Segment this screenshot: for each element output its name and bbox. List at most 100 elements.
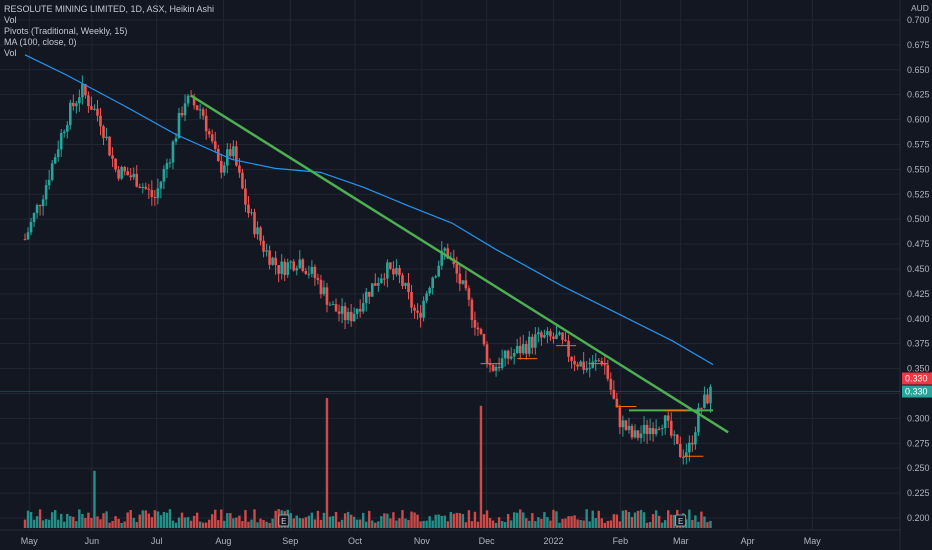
x-tick-label: May (804, 536, 822, 546)
last-price-badge (902, 372, 932, 385)
volume-bar (111, 520, 114, 528)
volume-bar (694, 515, 697, 528)
volume-bar (226, 513, 229, 528)
volume-bar (603, 522, 606, 528)
candle-body (274, 257, 277, 266)
candle-body (706, 394, 709, 404)
candle-body (691, 442, 694, 445)
volume-bar (555, 511, 558, 528)
volume-bar (494, 522, 498, 528)
volume-bar (247, 521, 250, 528)
volume-bar (543, 512, 546, 528)
x-tick-label: Nov (414, 536, 431, 546)
volume-bar (358, 519, 362, 528)
candle-body (512, 353, 516, 357)
volume-bar (26, 510, 30, 528)
volume-bar (410, 511, 413, 528)
volume-bar (404, 518, 407, 528)
candle-body (473, 320, 477, 328)
volume-bar (192, 515, 196, 528)
candle-body (159, 181, 163, 189)
volume-bar (105, 511, 108, 528)
candle-body (334, 304, 338, 312)
candle-body (549, 331, 552, 337)
candle-body (108, 136, 111, 156)
candle-body (488, 363, 492, 365)
volume-bar (223, 520, 226, 528)
volume-bar (78, 509, 81, 528)
volume-bar (416, 514, 419, 528)
candle-body (467, 288, 471, 300)
x-tick-label: Apr (741, 536, 755, 546)
candle-body (609, 378, 613, 390)
volume-bar (688, 509, 691, 528)
candle-body (144, 186, 148, 189)
candle-body (213, 141, 217, 149)
y-tick-label: 0.650 (907, 65, 930, 75)
x-tick-label: Jul (151, 536, 163, 546)
volume-bar (69, 516, 72, 528)
x-tick-label: Dec (479, 536, 496, 546)
candle-body (591, 361, 595, 368)
candle-body (120, 166, 123, 179)
candle-body (470, 299, 474, 321)
volume-bar (171, 520, 175, 528)
volume-bar (322, 512, 326, 528)
candle-body (398, 267, 401, 276)
volume-bar (522, 512, 525, 528)
candle-body (685, 452, 688, 457)
candle-body (262, 240, 265, 252)
candle-body (612, 389, 616, 399)
candle-body (177, 112, 181, 139)
candle-body (23, 239, 27, 241)
volume-bar (425, 520, 428, 528)
volume-bar (201, 522, 205, 528)
volume-bar (380, 516, 383, 528)
candle-body (455, 264, 459, 274)
candle-body (663, 415, 667, 429)
volume-bar (84, 517, 87, 528)
chart-legend: RESOLUTE MINING LIMITED, 1D, ASX, Heikin… (4, 4, 214, 59)
candle-body (102, 126, 105, 139)
candle-body (117, 169, 120, 179)
candle-body (464, 280, 468, 289)
volume-bar (594, 518, 597, 528)
volume-bar (328, 516, 332, 528)
candle-body (500, 358, 504, 369)
volume-bar (340, 519, 344, 528)
legend-title: RESOLUTE MINING LIMITED, 1D, ASX, Heikin… (4, 4, 215, 14)
candle-body (355, 308, 359, 314)
candle-body (56, 149, 60, 158)
volume-bar (534, 521, 537, 528)
candle-body (150, 189, 154, 198)
volume-bar (709, 520, 712, 528)
candle-body (93, 108, 96, 110)
volume-bar (549, 520, 552, 528)
volume-bar (419, 521, 422, 528)
legend-line-ma: MA (100, close, 0) (4, 37, 77, 47)
candle-body (527, 336, 531, 354)
volume-bar (316, 510, 320, 528)
volume-bar (452, 513, 456, 528)
y-tick-label: 0.675 (907, 40, 930, 50)
candle-body (576, 364, 579, 367)
volume-bar (38, 509, 42, 528)
candle-body (316, 278, 320, 280)
candle-body (280, 261, 283, 274)
candle-body (600, 361, 604, 365)
volume-bar (102, 513, 105, 528)
volume-bar (389, 518, 392, 528)
volume-bar (567, 516, 570, 528)
volume-bar (313, 519, 317, 528)
candle-body (156, 188, 160, 199)
candle-body (401, 275, 404, 286)
volume-bar (706, 522, 709, 528)
volume-bar (588, 521, 591, 528)
candle-body (440, 250, 444, 266)
volume-bar (47, 519, 51, 528)
volume-bar (241, 521, 244, 528)
candle-body (286, 262, 290, 275)
volume-bar (63, 521, 66, 528)
volume-bar (491, 520, 495, 528)
